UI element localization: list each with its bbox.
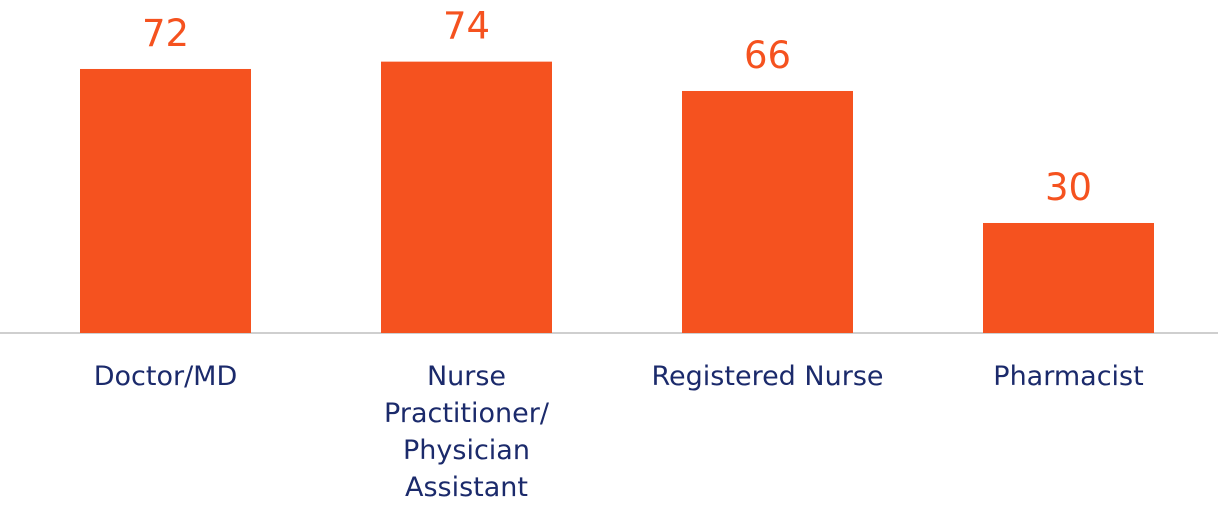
category-label: Registered Nurse (651, 361, 884, 392)
value-label: 66 (744, 34, 791, 77)
value-label: 74 (443, 5, 490, 48)
value-label: 72 (142, 12, 189, 55)
category-label: Nurse Practitioner/ Physician Assistant (384, 361, 549, 503)
bar (80, 68, 251, 333)
bar (682, 90, 853, 333)
category-label: Doctor/MD (93, 361, 238, 392)
bar (381, 61, 552, 333)
value-label: 30 (1045, 166, 1092, 209)
bar (983, 222, 1154, 333)
category-label: Pharmacist (993, 361, 1144, 392)
